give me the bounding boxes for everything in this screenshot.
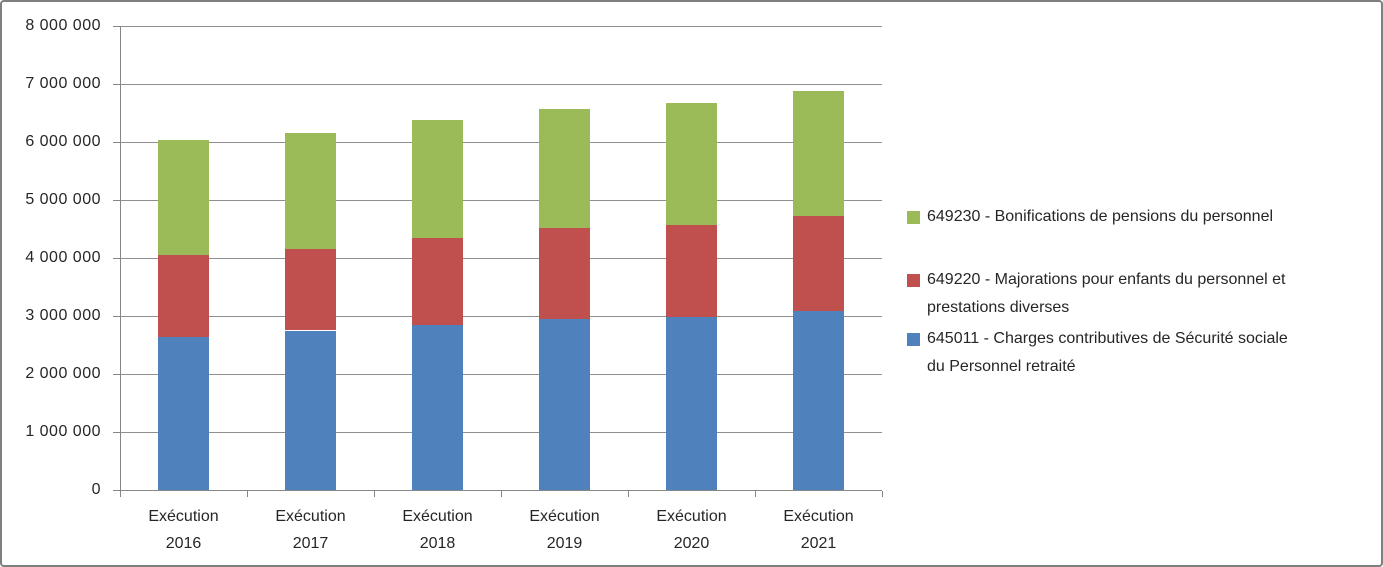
bar-segment-649220-2020 — [666, 224, 717, 318]
legend-label: 649230 - Bonifications de pensions du pe… — [927, 203, 1273, 231]
bar-segment-645011-2021 — [793, 311, 844, 490]
y-axis-line — [120, 26, 121, 491]
legend-item-649220: 649220 - Majorations pour enfants du per… — [907, 266, 1377, 322]
legend-label-line: 649230 - Bonifications de pensions du pe… — [927, 208, 1274, 225]
x-category-label: Exécution 2016 — [120, 503, 247, 557]
y-tick-label: 0 — [91, 481, 101, 498]
x-label-line1: Exécution — [402, 508, 473, 525]
gridline — [120, 432, 882, 433]
y-tick-label: 7 000 000 — [25, 75, 101, 92]
y-axis-tick — [113, 316, 120, 317]
x-axis-tick — [882, 491, 883, 497]
gridline — [120, 316, 882, 317]
x-label-line1: Exécution — [275, 508, 346, 525]
legend-swatch-649220 — [907, 274, 920, 287]
y-tick-label: 4 000 000 — [25, 249, 101, 266]
x-axis-tick — [374, 491, 375, 497]
legend-label-line: 645011 - Charges contributives de Sécuri… — [927, 330, 1288, 347]
x-label-line2: 2017 — [292, 535, 329, 552]
y-tick-label: 3 000 000 — [25, 307, 101, 324]
x-axis-tick — [120, 491, 121, 497]
y-axis-tick — [113, 142, 120, 143]
x-label-line1: Exécution — [529, 508, 600, 525]
legend-swatch-649230 — [907, 211, 920, 224]
y-tick-label: 2 000 000 — [25, 365, 101, 382]
bar-segment-649230-2016 — [158, 139, 209, 255]
x-axis-line — [120, 490, 882, 491]
legend-label-line: 649220 - Majorations pour enfants du per… — [927, 271, 1286, 288]
bar-segment-649220-2017 — [285, 248, 336, 331]
x-axis-tick — [628, 491, 629, 497]
y-axis-tick — [113, 84, 120, 85]
x-category-label: Exécution 2020 — [628, 503, 755, 557]
y-tick-label: 6 000 000 — [25, 133, 101, 150]
bar-segment-649220-2016 — [158, 254, 209, 337]
bar-segment-649220-2018 — [412, 237, 463, 325]
x-category-label: Exécution 2021 — [755, 503, 882, 557]
bar-segment-649220-2019 — [539, 228, 590, 320]
bar-segment-649230-2020 — [666, 103, 717, 225]
bar-segment-645011-2018 — [412, 324, 463, 490]
x-label-line2: 2020 — [673, 535, 710, 552]
bar-segment-645011-2019 — [539, 319, 590, 490]
x-axis-tick — [501, 491, 502, 497]
bar-segment-645011-2017 — [285, 330, 336, 490]
y-axis-tick — [113, 200, 120, 201]
bar-segment-649230-2019 — [539, 108, 590, 229]
y-axis-tick — [113, 258, 120, 259]
x-category-label: Exécution 2017 — [247, 503, 374, 557]
x-category-label: Exécution 2018 — [374, 503, 501, 557]
gridline — [120, 142, 882, 143]
bar-segment-649230-2017 — [285, 133, 336, 249]
y-tick-label: 1 000 000 — [25, 423, 101, 440]
gridline — [120, 374, 882, 375]
x-label-line1: Exécution — [783, 508, 854, 525]
legend-label-line: du Personnel retraité — [927, 358, 1076, 375]
x-label-line2: 2021 — [800, 535, 837, 552]
y-axis-tick — [113, 26, 120, 27]
x-label-line1: Exécution — [656, 508, 727, 525]
x-label-line2: 2016 — [165, 535, 202, 552]
gridline — [120, 200, 882, 201]
bar-segment-645011-2016 — [158, 336, 209, 490]
y-axis-tick — [113, 432, 120, 433]
x-label-line1: Exécution — [148, 508, 219, 525]
bar-segment-649230-2021 — [793, 90, 844, 217]
bar-segment-645011-2020 — [666, 317, 717, 490]
bar-segment-649220-2021 — [793, 216, 844, 312]
x-axis-tick — [247, 491, 248, 497]
legend-swatch-645011 — [907, 333, 920, 346]
legend-item-649230: 649230 - Bonifications de pensions du pe… — [907, 203, 1377, 231]
gridline — [120, 26, 882, 27]
gridline — [120, 258, 882, 259]
y-axis-tick — [113, 374, 120, 375]
x-label-line2: 2018 — [419, 535, 456, 552]
x-label-line2: 2019 — [546, 535, 583, 552]
bar-segment-649230-2018 — [412, 119, 463, 238]
legend-item-645011: 645011 - Charges contributives de Sécuri… — [907, 325, 1377, 381]
legend-label: 645011 - Charges contributives de Sécuri… — [927, 325, 1288, 381]
gridline — [120, 84, 882, 85]
x-category-label: Exécution 2019 — [501, 503, 628, 557]
y-tick-label: 8 000 000 — [25, 17, 101, 34]
legend-label-line: prestations diverses — [927, 299, 1070, 316]
y-tick-label: 5 000 000 — [25, 191, 101, 208]
x-axis-tick — [755, 491, 756, 497]
legend-label: 649220 - Majorations pour enfants du per… — [927, 266, 1285, 322]
y-axis-tick — [113, 490, 120, 491]
